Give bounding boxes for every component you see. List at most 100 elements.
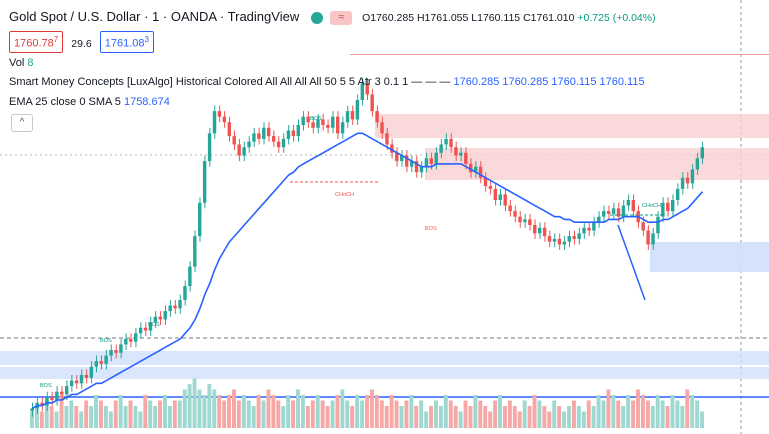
candle-body: [513, 211, 517, 217]
candle-body: [345, 111, 350, 123]
candle-body: [602, 211, 606, 217]
candle-body: [129, 338, 133, 342]
candle-body: [321, 119, 325, 125]
candle-body: [350, 111, 355, 120]
structure-label: CHoCH: [335, 192, 354, 198]
volume-bar: [640, 395, 645, 428]
volume-bar: [94, 395, 98, 428]
candle-body: [641, 222, 645, 231]
volume-bar: [493, 400, 498, 428]
volume-bar: [532, 395, 537, 428]
candle-body: [158, 316, 163, 320]
volume-bar: [606, 389, 611, 428]
candle-body: [400, 155, 404, 162]
volume-bar: [384, 406, 389, 428]
volume-bar: [488, 411, 493, 428]
smc-legend[interactable]: Smart Money Concepts [LuxAlgo] Historica…: [9, 76, 645, 88]
supply-zone-line: [350, 54, 769, 55]
candle-body: [296, 125, 300, 137]
ema-value: 1758.674: [123, 96, 170, 108]
volume-bar: [680, 406, 685, 428]
candle-body: [89, 366, 94, 378]
volume-bar: [49, 406, 54, 428]
chevron-up-icon: ^: [19, 117, 25, 128]
volume-bar: [192, 378, 197, 428]
candle-body: [409, 161, 414, 167]
candle-body: [301, 116, 305, 125]
candle-body: [114, 350, 118, 353]
indicator-toggle-button[interactable]: ≈: [330, 10, 353, 25]
volume-bar: [448, 400, 453, 428]
candle-body: [375, 111, 379, 123]
volume-bar: [660, 400, 665, 428]
candle-body: [212, 111, 217, 134]
volume-bar: [458, 411, 463, 428]
candle-body: [439, 144, 443, 153]
volume-bar: [650, 406, 655, 428]
candle-body: [611, 208, 616, 214]
volume-bar: [631, 400, 636, 428]
volume-bar: [675, 400, 680, 428]
symbol-legend: Gold Spot / U.S. Dollar · 1 · OANDA · Tr…: [9, 9, 656, 25]
candle-body: [266, 127, 271, 137]
candle-body: [326, 125, 330, 128]
volume-bar: [463, 400, 468, 428]
volume-bar: [517, 411, 522, 428]
candle-body: [227, 122, 232, 137]
symbol-title[interactable]: Gold Spot / U.S. Dollar · 1 · OANDA · Tr…: [9, 9, 300, 24]
sell-button[interactable]: 1760.787: [9, 31, 64, 53]
volume-bar: [576, 406, 581, 428]
volume-bar: [419, 400, 424, 428]
volume-label: Vol: [9, 57, 25, 69]
candle-body: [153, 316, 158, 323]
candle-body: [173, 305, 177, 309]
volume-bar: [246, 400, 251, 428]
candle-body: [237, 144, 241, 156]
candle-body: [567, 236, 571, 242]
volume-bar: [330, 400, 335, 428]
candle-body: [414, 161, 419, 173]
volume-bar: [89, 406, 94, 428]
market-status-icon[interactable]: [310, 11, 323, 24]
volume-legend[interactable]: Vol 8: [9, 57, 33, 69]
ema-label: EMA 25 close 0 SMA 5: [9, 96, 121, 108]
candle-body: [30, 408, 34, 412]
trend-line: [617, 224, 646, 301]
candle-body: [562, 241, 567, 245]
volume-bar: [670, 395, 675, 428]
candle-body: [523, 219, 527, 223]
candle-body: [133, 333, 138, 342]
candle-body: [473, 166, 478, 173]
candle-body: [488, 186, 493, 189]
structure-label: BOS: [310, 116, 322, 122]
candle-body: [537, 227, 542, 234]
candle-body: [498, 194, 502, 200]
candle-body: [700, 147, 704, 159]
structure-label: BOS: [40, 383, 52, 389]
buy-button[interactable]: 1761.083: [99, 31, 154, 53]
candle-body: [262, 127, 266, 139]
volume-bar: [547, 411, 552, 428]
volume-bar: [202, 395, 207, 428]
candle-body: [252, 133, 256, 142]
candle-body: [666, 202, 670, 212]
volume-bar: [163, 395, 167, 428]
candle-body: [55, 391, 59, 400]
volume-bar: [222, 400, 227, 428]
candle-body: [557, 238, 562, 245]
candle-body: [582, 227, 586, 234]
supply-zone: [425, 148, 769, 180]
candle-body: [281, 138, 286, 148]
volume-bar: [286, 395, 291, 428]
candle-body: [547, 236, 552, 242]
candle-body: [493, 188, 498, 200]
candle-body: [424, 158, 429, 167]
volume-bar: [182, 389, 187, 428]
ema-legend[interactable]: EMA 25 close 0 SMA 5 1758.674: [9, 96, 170, 108]
volume-bar: [399, 406, 404, 428]
volume-bar: [369, 389, 374, 428]
collapse-legend-button[interactable]: ^: [11, 114, 33, 132]
candle-body: [685, 177, 690, 184]
candle-body: [380, 122, 384, 134]
